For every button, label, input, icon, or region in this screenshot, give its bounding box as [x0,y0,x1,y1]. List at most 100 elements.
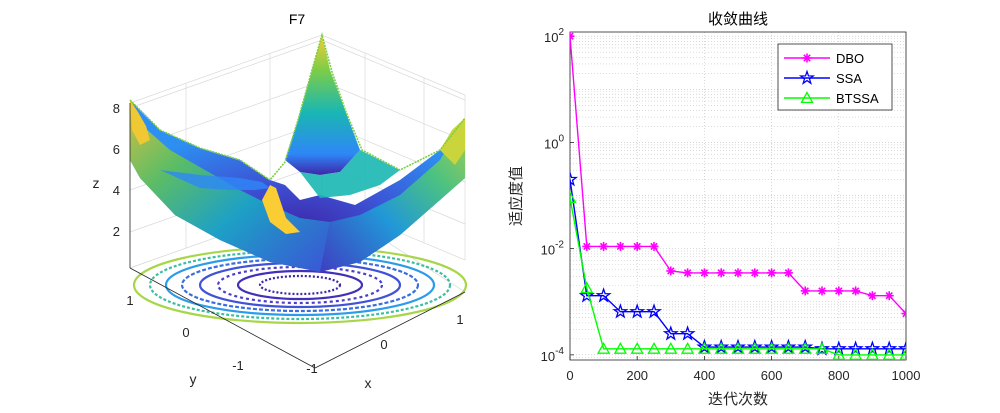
plot-area-frame [569,31,907,361]
convergence-ylabel: 适应度值 [507,166,525,226]
data-point-btssa [764,341,779,354]
z-axis-label: z [93,175,100,191]
data-point-dbo [817,286,827,296]
data-point-btssa [865,348,880,360]
surface-panel: F7 [93,11,468,391]
data-point-ssa [662,325,679,341]
data-point-btssa [848,348,863,360]
z-tick: 4 [113,183,120,198]
data-point-dbo [699,268,709,278]
data-point-ssa [578,287,595,303]
surface-title: F7 [289,11,306,27]
data-point-ssa [713,338,730,355]
legend-marker [800,91,814,104]
data-point-dbo [750,268,760,278]
data-point-btssa [899,348,906,360]
x-axis: -1 0 1 x [306,312,463,391]
data-point-dbo [666,266,676,276]
data-point-ssa [763,338,780,355]
data-point-ssa [847,340,864,356]
legend-marker [798,69,816,85]
data-point-btssa [781,341,796,354]
x-tick-label: 0 [566,368,573,383]
data-point-ssa [780,338,797,355]
y-tick: -1 [232,358,244,373]
z-tick: 8 [113,101,120,116]
z-tick: 2 [113,224,120,239]
y-axis-label: y [190,371,197,387]
y-tick-label: 100 [544,133,564,151]
data-point-btssa [882,348,896,360]
data-point-btssa [664,341,678,354]
data-point-dbo [632,241,642,251]
data-point-ssa [595,287,612,303]
convergence-panel: 收敛曲线 0 200 400 600 800 1000 102 100 10-2 10-4 迭代… [507,11,920,408]
log-grid [569,32,907,361]
x-tick-label: 600 [761,368,783,383]
y-tick: 1 [126,293,133,308]
data-point-btssa [815,341,829,354]
y-tick: 0 [182,325,189,340]
data-point-ssa [813,340,831,356]
surface-mesh [129,32,466,272]
data-point-btssa [748,341,762,354]
y-tick-label: 10-4 [541,346,565,364]
data-point-btssa [731,341,745,354]
x-tick-label: 400 [694,368,716,383]
data-point-dbo [733,268,743,278]
data-point-ssa [897,340,906,356]
data-point-dbo [599,241,609,251]
series-line-ssa [570,179,906,350]
surface-axes [129,103,466,369]
legend-box [777,43,893,111]
data-point-btssa [580,281,594,294]
convergence-title: 收敛曲线 [708,11,768,28]
convergence-xlabel: 迭代次数 [708,391,768,408]
legend-label: SSA [836,71,862,86]
z-axis: 2 4 6 8 z [93,101,121,239]
legend-label: DBO [836,51,864,66]
x-tick: -1 [306,361,318,376]
data-point-dbo [901,309,906,319]
y-tick-label: 102 [544,27,564,45]
data-point-ssa [746,338,763,355]
data-point-ssa [629,303,646,319]
z-tick: 6 [113,142,120,157]
x-tick-label: 1000 [892,368,921,383]
data-point-ssa [612,303,629,319]
x-tick-label: 800 [828,368,850,383]
y-axis: 1 0 -1 y [126,293,243,387]
data-point-ssa [729,338,747,355]
data-point-dbo [767,268,777,278]
x-tick: 1 [456,312,463,327]
series-layer [570,32,906,360]
x-tick: 0 [380,337,387,352]
data-point-dbo [683,268,693,278]
data-point-dbo [615,241,625,251]
data-point-dbo [582,241,592,251]
data-point-dbo [783,268,793,278]
y-ticks: 102 100 10-2 10-4 [541,27,574,364]
data-point-ssa [645,303,663,319]
data-point-ssa [864,340,881,356]
y-tick-label: 10-2 [541,240,565,258]
data-point-ssa [797,338,814,355]
data-point-ssa [570,170,579,187]
data-point-ssa [881,340,898,356]
data-point-btssa [714,341,728,354]
series-line-btssa [570,197,906,356]
data-point-dbo [867,291,877,301]
data-point-btssa [596,341,611,354]
data-point-ssa [696,338,713,355]
x-ticks: 0 200 400 600 800 1000 [566,356,920,383]
data-point-dbo [834,286,844,296]
x-axis-label: x [365,375,372,391]
data-point-ssa [830,340,847,356]
data-point-dbo [884,291,894,301]
legend-label: BTSSA [836,91,879,106]
data-point-btssa [570,191,577,204]
legend: DBO SSA BTSSA [777,43,893,111]
data-point-btssa [697,341,712,354]
data-point-dbo [800,286,810,296]
